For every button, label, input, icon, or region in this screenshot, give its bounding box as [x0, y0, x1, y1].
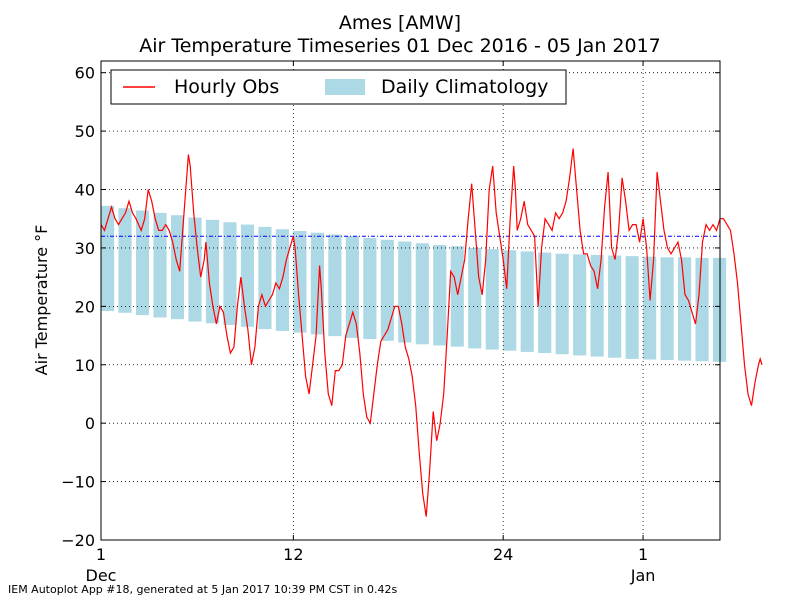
- y-tick-label: −20: [61, 531, 95, 550]
- climatology-bar: [678, 257, 692, 361]
- climatology-bar: [695, 257, 709, 362]
- climatology-bar: [205, 219, 220, 324]
- climatology-bar: [415, 243, 429, 345]
- x-tick-label: 12: [283, 545, 303, 564]
- climatology-bar: [380, 239, 394, 341]
- x-tick-sublabel: Dec: [86, 566, 117, 585]
- chart-title-line1: Ames [AMW]: [338, 12, 462, 34]
- legend: Hourly Obs Daily Climatology: [110, 69, 567, 105]
- y-tick-label: 40: [75, 181, 95, 200]
- legend-climatology-label: Daily Climatology: [381, 76, 548, 98]
- climatology-bar: [660, 257, 674, 361]
- climatology-bar: [153, 212, 167, 318]
- climatology-bar: [590, 254, 604, 357]
- y-tick-label: 60: [75, 64, 95, 83]
- climatology-bar: [625, 256, 639, 359]
- climatology-bar: [538, 252, 552, 354]
- x-tick-label: 24: [493, 545, 513, 564]
- legend-climatology-swatch: [325, 79, 365, 95]
- climatology-bar: [398, 241, 412, 343]
- y-axis-label: Air Temperature °F: [32, 225, 51, 376]
- climatology-bar: [258, 226, 272, 330]
- plot-frame: [100, 60, 721, 541]
- climatology-bar: [101, 205, 115, 312]
- climatology-bar: [643, 256, 657, 360]
- climatology-bar: [223, 222, 237, 326]
- legend-hourly-obs-label: Hourly Obs: [174, 76, 279, 98]
- y-tick-label: 30: [75, 239, 95, 258]
- y-tick-label: 20: [75, 297, 95, 316]
- x-tick-label: 1: [96, 545, 106, 564]
- y-tick-label: −10: [61, 473, 95, 492]
- climatology-bar: [503, 250, 517, 351]
- axis-ticks: −20 −10 0 10 20 30 40 50 60 1 Dec 12 24 1 Jan: [61, 61, 720, 585]
- climatology-bar: [433, 245, 447, 346]
- climatology-bar: [555, 253, 569, 355]
- climatology-bar: [310, 232, 324, 335]
- footer-note: IEM Autoplot App #18, generated at 5 Jan…: [8, 583, 398, 596]
- y-tick-label: 10: [75, 356, 95, 375]
- climatology-bar: [468, 247, 482, 349]
- y-tick-label: 50: [75, 122, 95, 141]
- climatology-bar: [573, 254, 587, 356]
- climatology-bar: [188, 217, 202, 322]
- climatology-bar: [240, 224, 255, 327]
- climatology-bar: [170, 215, 185, 320]
- climatology-bar: [328, 234, 342, 337]
- climatology-bar: [118, 208, 132, 313]
- climatology-bar: [293, 230, 307, 333]
- x-tick-label: 1: [638, 545, 648, 564]
- climatology-bar: [363, 237, 377, 340]
- climatology-bars: [101, 205, 727, 362]
- climatology-bar: [450, 246, 464, 347]
- x-tick-sublabel: Jan: [630, 566, 656, 585]
- climatology-bar: [485, 249, 499, 350]
- y-tick-label: 0: [85, 414, 95, 433]
- climatology-bar: [345, 236, 359, 338]
- climatology-bar: [520, 251, 534, 352]
- hourly-obs-line: [100, 148, 763, 517]
- climatology-bar: [608, 255, 622, 358]
- chart-title-line2: Air Temperature Timeseries 01 Dec 2016 -…: [139, 35, 661, 57]
